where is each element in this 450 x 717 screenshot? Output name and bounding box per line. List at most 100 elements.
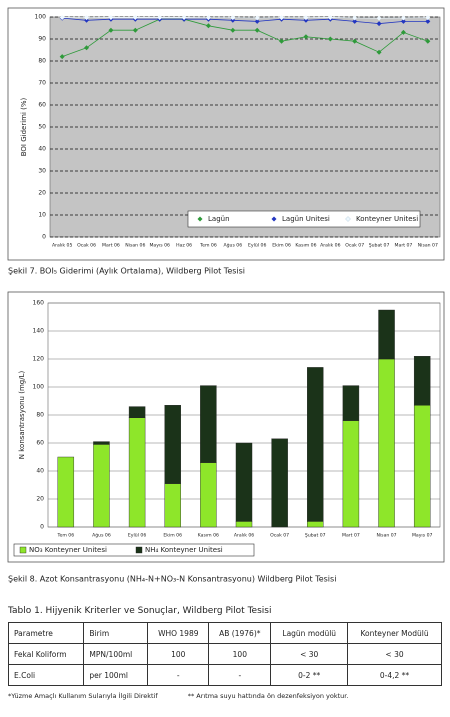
point (157, 14, 163, 20)
table-cell: < 30 (270, 643, 349, 665)
x-tick-label: Ağus 06 (92, 532, 111, 539)
point (254, 15, 260, 21)
bar (413, 356, 431, 406)
y-tick-label: 70 (38, 80, 46, 87)
y-tick-label: 0 (40, 524, 44, 531)
point (181, 14, 187, 20)
y-tick-label: 140 (33, 328, 45, 335)
series-line (62, 18, 428, 57)
y-tick-label: 100 (33, 384, 45, 391)
point (279, 38, 285, 44)
x-tick-label: Aralık 06 (234, 533, 254, 539)
point (303, 34, 309, 40)
y-tick-label: 20 (38, 190, 46, 197)
legend-label: NO₃ Konteyner Unitesi (29, 546, 107, 554)
x-tick-label: Mayıs 06 (149, 243, 170, 249)
y-tick-label: 10 (38, 212, 46, 219)
y-tick-label: 30 (38, 168, 46, 175)
y-tick-label: 0 (42, 234, 46, 241)
x-tick-label: Ekim 06 (163, 533, 182, 539)
bar (235, 521, 253, 528)
bar (235, 442, 253, 522)
legend: Lagün Lagün Unitesi Konteyner Unitesi (187, 210, 421, 228)
x-tick-label: Ekim 06 (272, 243, 291, 249)
bar (271, 438, 288, 528)
legend-marker (271, 216, 277, 222)
legend-label: Lagün (208, 215, 230, 223)
point (230, 27, 236, 33)
y-tick-label: 80 (36, 412, 44, 419)
bar (307, 367, 324, 522)
bar (128, 406, 146, 419)
point (400, 15, 406, 21)
table-cell: Fekal Koliform (7, 643, 85, 665)
y-axis-label: BOI Giderimi (%) (20, 97, 28, 156)
bar (342, 420, 360, 528)
x-tick-label: Şubat 07 (305, 533, 326, 539)
point (84, 15, 90, 21)
x-tick-label: Şubat 07 (369, 243, 390, 249)
table-section: Tablo 1. Hijyenik Kriterler ve Sonuçlar,… (7, 606, 442, 700)
y-tick-label: 60 (36, 440, 44, 447)
y-tick-label: 40 (38, 146, 46, 153)
series-line (62, 17, 428, 25)
bar (128, 417, 146, 528)
legend-box (187, 210, 421, 228)
point (327, 36, 333, 42)
y-axis-label: N konsantrasyonu (mg/L) (18, 371, 26, 460)
table-title: Tablo 1. Hijyenik Kriterler ve Sonuçlar,… (8, 606, 272, 616)
legend: NO₃ Konteyner Unitesi NH₄ Konteyner Unite… (13, 543, 255, 557)
bar (378, 358, 395, 528)
x-tick-label: Aralık 05 (52, 243, 72, 249)
footnotes: *Yüzme Amaçlı Kullanım Sularıyla İlgili … (8, 692, 442, 700)
point (303, 17, 309, 23)
y-tick-label: 100 (35, 14, 47, 21)
legend-label: Konteyner Unitesi (356, 215, 418, 223)
series-line (62, 17, 428, 19)
x-tick-label: Nisan 07 (418, 243, 438, 249)
legend-box (13, 543, 255, 557)
legend-swatch (19, 546, 27, 554)
bar (200, 385, 217, 463)
point (230, 15, 236, 21)
point (327, 14, 333, 20)
y-tick-label: 90 (38, 36, 46, 43)
point (376, 15, 382, 21)
table-cell: AB (1976)* (208, 622, 272, 644)
point (132, 14, 138, 20)
x-tick-label: Mart 07 (342, 533, 360, 539)
bar (57, 456, 75, 528)
x-tick-label: Mart 06 (102, 243, 120, 249)
bar (413, 405, 431, 528)
table-cell: Lagün modülü (270, 622, 349, 644)
bar (164, 483, 181, 528)
legend-swatch (135, 546, 143, 554)
point (279, 15, 285, 21)
point (376, 21, 382, 27)
point (230, 17, 236, 23)
legend-label: Lagün Unitesi (282, 215, 330, 223)
table-cell: E.Coli (7, 664, 85, 686)
point (108, 14, 114, 20)
y-tick-label: 50 (38, 124, 46, 131)
point (84, 45, 90, 51)
x-tick-label: Eylül 06 (128, 533, 146, 539)
table-cell: 100 (147, 643, 210, 665)
y-tick-label: 120 (33, 356, 45, 363)
point (303, 15, 309, 21)
footnote: ** Arıtma suyu hattında ön dezenfeksiyon… (187, 692, 349, 700)
point (205, 23, 211, 29)
x-tick-label: Mart 07 (395, 243, 413, 249)
charts: Şekil 7. BOI₅ Giderimi (Aylık Ortalama),… (7, 7, 445, 584)
y-tick-label: 60 (38, 102, 46, 109)
legend-label: NH₄ Konteyner Unitesi (145, 546, 223, 554)
point (59, 14, 65, 20)
table-cell: Birim (83, 622, 149, 644)
point (205, 15, 211, 21)
point (254, 18, 260, 24)
point (132, 27, 138, 33)
table-cell: per 100ml (83, 664, 149, 686)
bar (378, 309, 395, 360)
point (108, 27, 114, 33)
